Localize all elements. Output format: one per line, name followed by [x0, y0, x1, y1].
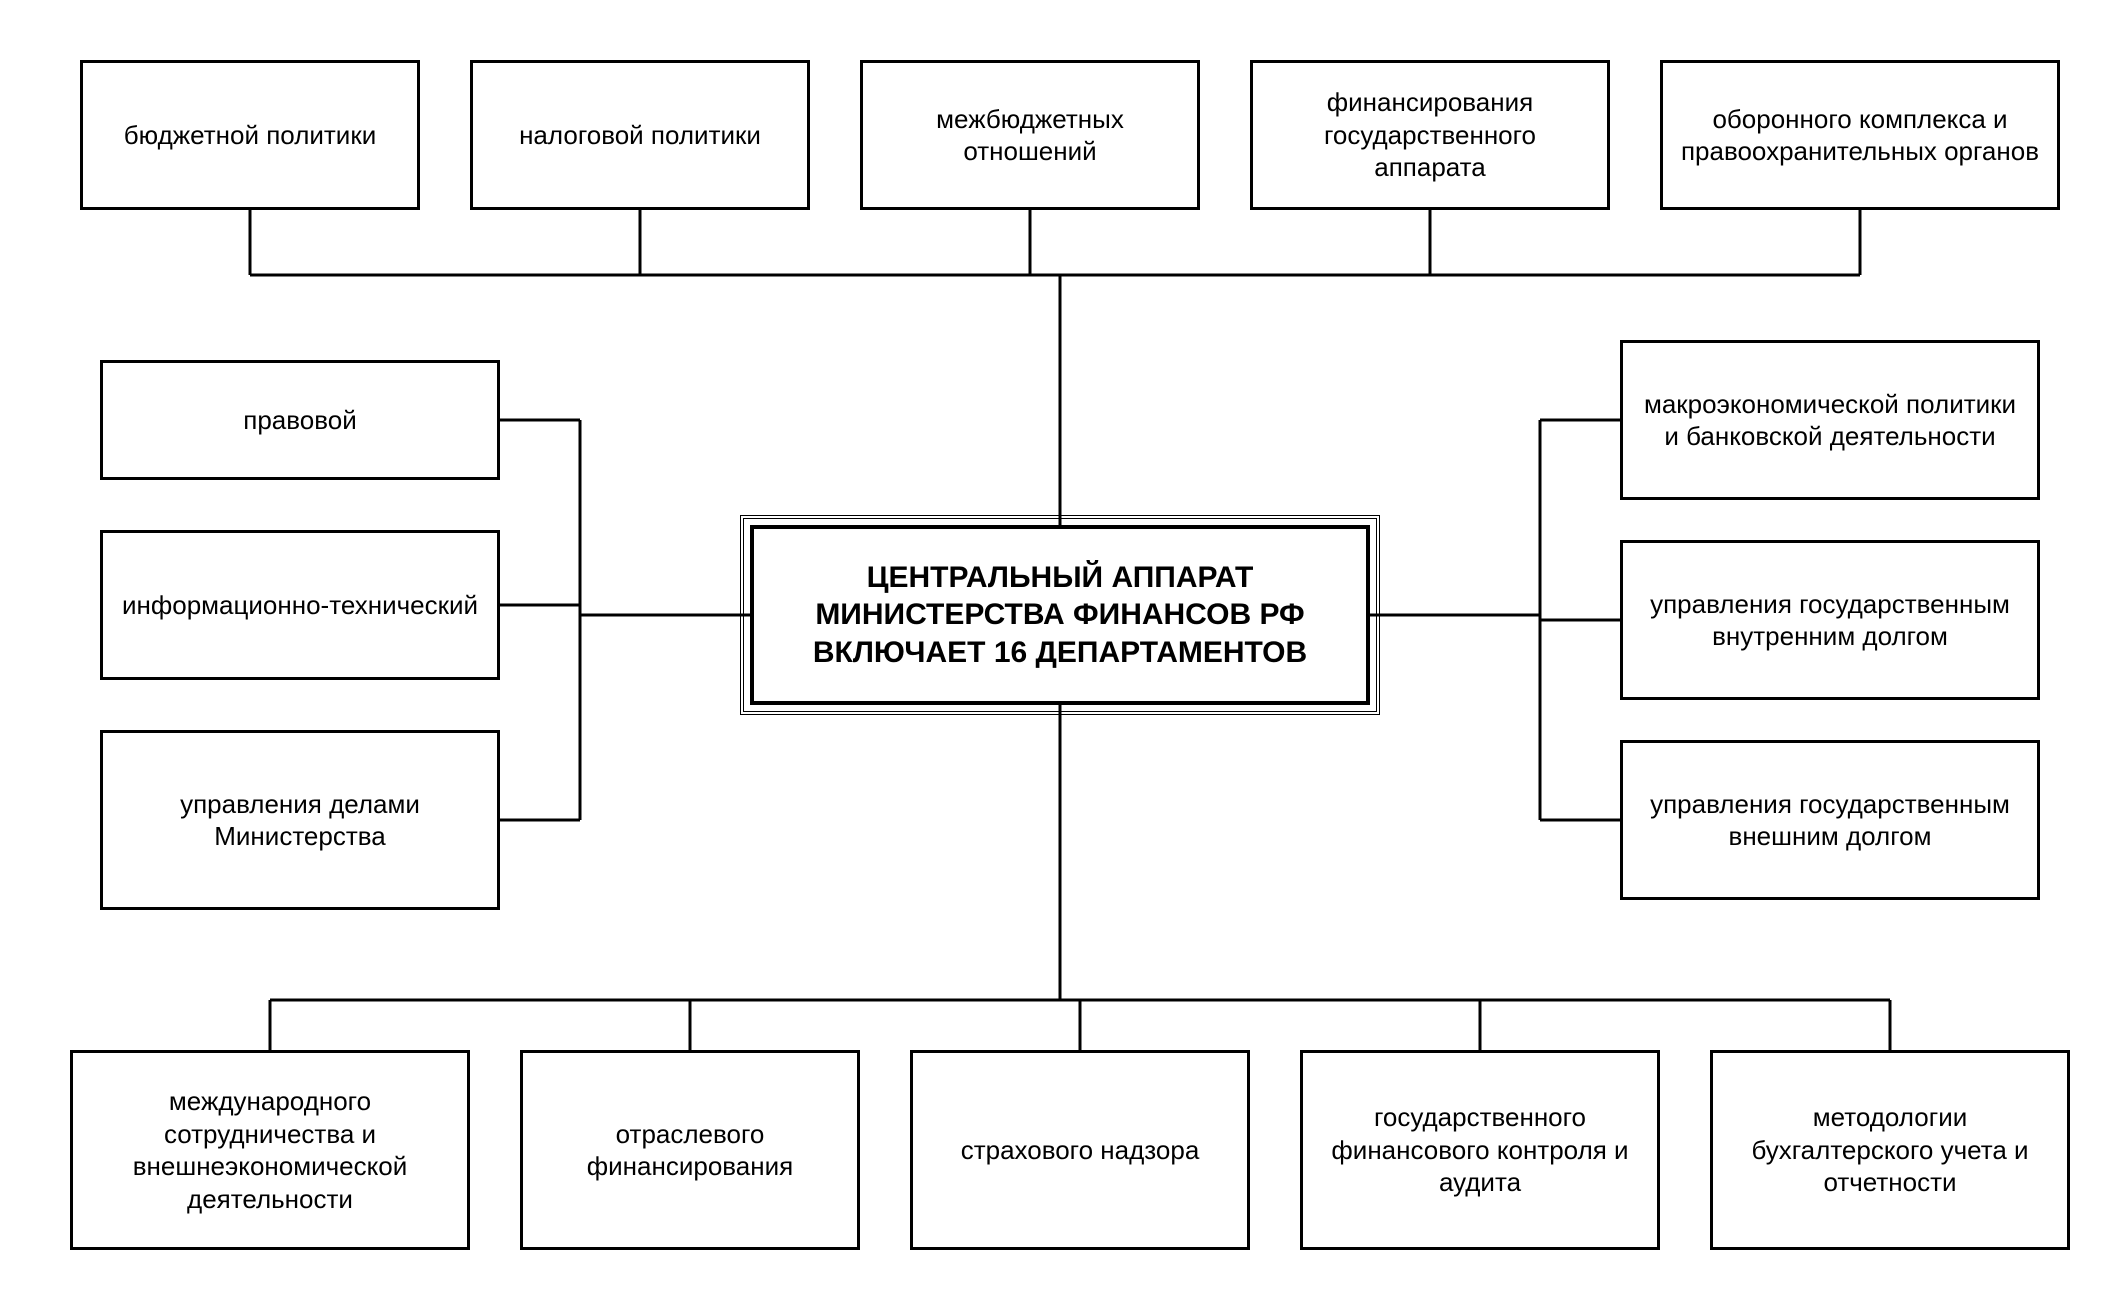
central-node: ЦЕНТРАЛЬНЫЙ АППАРАТ МИНИСТЕРСТВА ФИНАНСО… — [750, 525, 1370, 705]
bottom-node-accounting-methodology: методологии бухгалтерского учета и отчет… — [1710, 1050, 2070, 1250]
bottom-node-financial-control-audit: государственного финансового контроля и … — [1300, 1050, 1660, 1250]
node-label: оборонного комплекса и правоохранительны… — [1679, 103, 2041, 168]
top-node-defense-complex: оборонного комплекса и правоохранительны… — [1660, 60, 2060, 210]
node-label: межбюджетных отношений — [879, 103, 1181, 168]
right-node-external-debt: управления государственным внешним долго… — [1620, 740, 2040, 900]
node-label: отраслевого финансирования — [539, 1118, 841, 1183]
node-label: информационно-технический — [122, 589, 478, 622]
left-node-legal: правовой — [100, 360, 500, 480]
node-label: страхового надзора — [961, 1134, 1200, 1167]
top-node-tax-policy: налоговой политики — [470, 60, 810, 210]
node-label: государственного финансового контроля и … — [1319, 1101, 1641, 1199]
org-chart: ЦЕНТРАЛЬНЫЙ АППАРАТ МИНИСТЕРСТВА ФИНАНСО… — [0, 0, 2121, 1294]
left-node-ministry-affairs: управления делами Министерства — [100, 730, 500, 910]
bottom-node-insurance-supervision: страхового надзора — [910, 1050, 1250, 1250]
node-label: методологии бухгалтерского учета и отчет… — [1729, 1101, 2051, 1199]
node-label: управления делами Министерства — [119, 788, 481, 853]
right-node-macroeconomic-banking: макроэкономической политики и банковской… — [1620, 340, 2040, 500]
right-node-internal-debt: управления государственным внутренним до… — [1620, 540, 2040, 700]
top-node-state-apparatus-financing: финансирования государственного аппарата — [1250, 60, 1610, 210]
bottom-node-international-cooperation: международного сотрудничества и внешнеэк… — [70, 1050, 470, 1250]
node-label: международного сотрудничества и внешнеэк… — [89, 1085, 451, 1215]
node-label: бюджетной политики — [124, 119, 376, 152]
node-label: макроэкономической политики и банковской… — [1639, 388, 2021, 453]
top-node-budget-policy: бюджетной политики — [80, 60, 420, 210]
node-label: управления государственным внутренним до… — [1639, 588, 2021, 653]
bottom-node-industry-financing: отраслевого финансирования — [520, 1050, 860, 1250]
node-label: правовой — [243, 404, 356, 437]
node-label: финансирования государственного аппарата — [1269, 86, 1591, 184]
central-node-label: ЦЕНТРАЛЬНЫЙ АППАРАТ МИНИСТЕРСТВА ФИНАНСО… — [770, 559, 1350, 672]
left-node-information-technical: информационно-технический — [100, 530, 500, 680]
node-label: управления государственным внешним долго… — [1639, 788, 2021, 853]
top-node-interbudget: межбюджетных отношений — [860, 60, 1200, 210]
node-label: налоговой политики — [519, 119, 761, 152]
